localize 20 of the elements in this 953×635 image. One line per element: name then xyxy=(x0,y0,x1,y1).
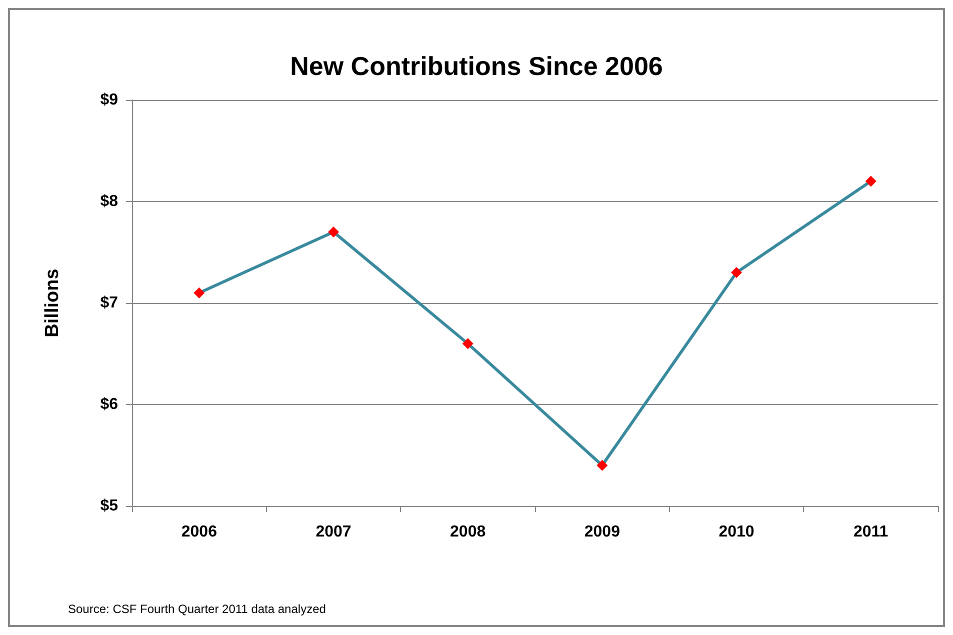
y-tick-label: $7 xyxy=(100,294,118,312)
x-tick-label: 2010 xyxy=(718,524,754,540)
y-tick-label: $9 xyxy=(100,92,118,108)
point xyxy=(596,460,608,471)
x-tick-label: 2008 xyxy=(450,524,486,540)
point xyxy=(731,267,742,278)
x-tick-label: 2009 xyxy=(584,524,620,540)
y-tick-label: $8 xyxy=(100,193,118,210)
point xyxy=(328,226,339,238)
source-note: Source: CSF Fourth Quarter 2011 data analyzed xyxy=(68,602,326,616)
point xyxy=(462,338,474,350)
y-axis-title: Billions xyxy=(42,268,63,338)
point xyxy=(865,176,876,187)
x-tick-label: 2007 xyxy=(316,524,352,540)
point xyxy=(194,287,205,298)
x-tick-label: 2006 xyxy=(181,524,218,540)
y-tick-label: $6 xyxy=(100,396,118,413)
chart-title: New Contributions Since 2006 xyxy=(290,51,663,81)
x-tick-label: 2011 xyxy=(853,524,888,540)
y-tick-label: $5 xyxy=(100,498,118,514)
